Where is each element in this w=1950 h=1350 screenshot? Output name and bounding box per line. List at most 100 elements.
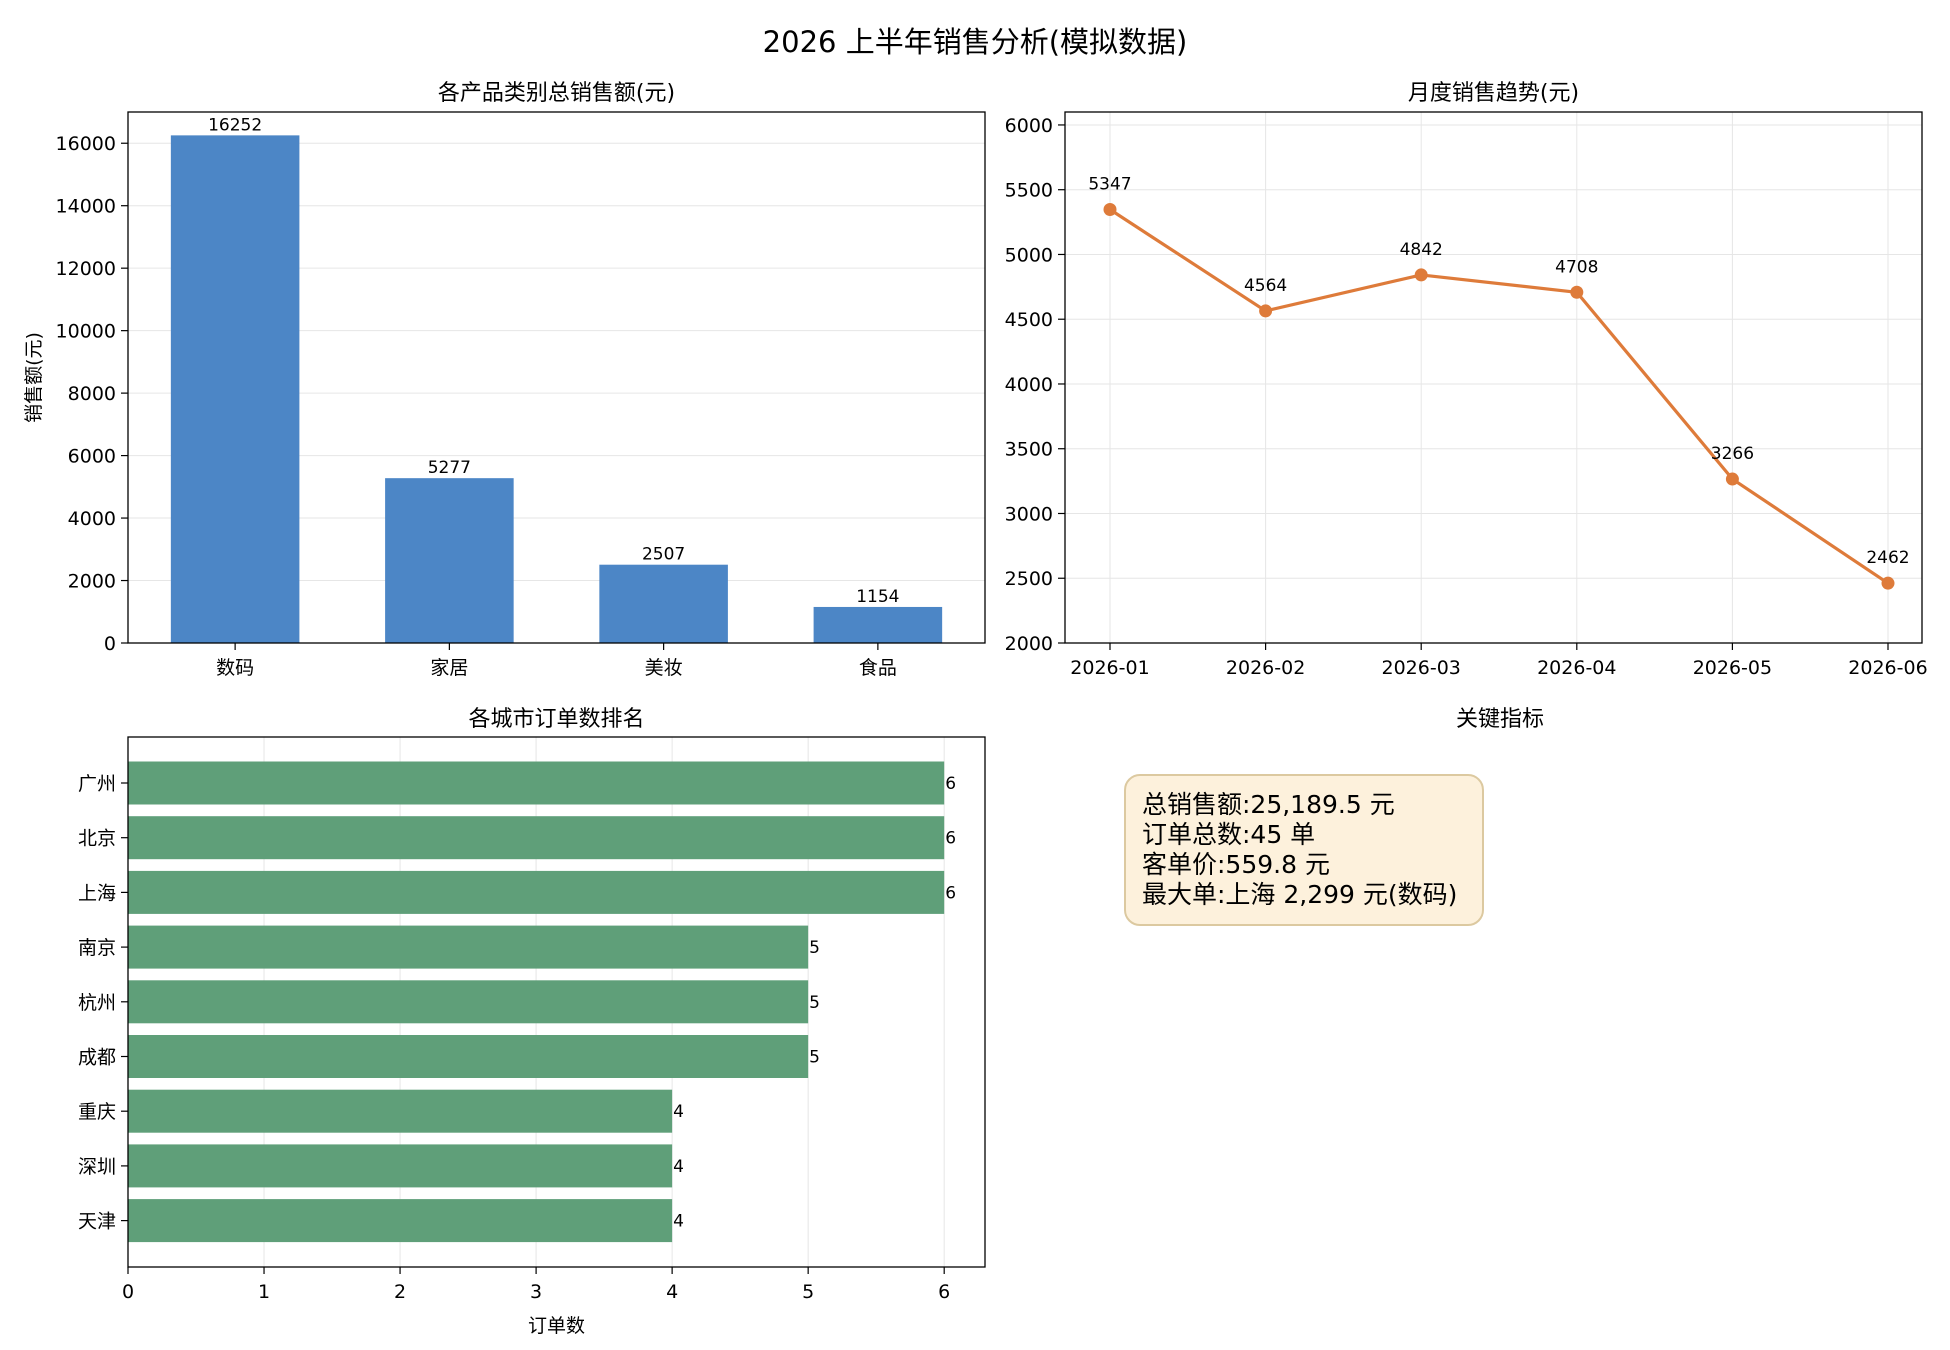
bar-value-label: 4 (673, 1157, 684, 1177)
kpi-title: 关键指标 (1456, 707, 1544, 732)
bar-value-label: 5277 (428, 458, 471, 478)
y-tick-label: 14000 (56, 196, 116, 218)
bar-value-label: 4 (673, 1212, 684, 1232)
y-tick-label: 3000 (1005, 503, 1053, 525)
bar (599, 564, 728, 643)
hbar (128, 1199, 673, 1243)
hbar (128, 761, 945, 805)
kpi-order-count: 订单总数:45 单 (1142, 820, 1316, 849)
bar-value-label: 6 (945, 774, 956, 794)
chart-title: 各产品类别总销售额(元) (438, 81, 675, 106)
point-value-label: 4708 (1555, 257, 1598, 277)
bar-value-label: 5 (809, 1048, 820, 1068)
hbar (128, 816, 945, 860)
x-tick-label: 6 (938, 1281, 950, 1303)
x-axis-label: 订单数 (528, 1315, 585, 1337)
chart-title: 各城市订单数排名 (468, 707, 644, 732)
bar (170, 135, 300, 643)
series-line (1109, 208, 1889, 585)
hbar (128, 925, 809, 969)
bar (385, 478, 514, 643)
data-point (1259, 304, 1273, 318)
y-tick-label: 杭州 (78, 992, 116, 1014)
kpi-max-order: 最大单:上海 2,299 元(数码) (1142, 880, 1458, 909)
kpi-box: 总销售额:25,189.5 元 订单总数:45 单 客单价:559.8 元 最大… (1124, 774, 1484, 926)
x-tick-label: 2 (394, 1281, 406, 1303)
x-tick-label: 4 (666, 1281, 678, 1303)
bar-value-label: 5 (809, 993, 820, 1013)
category-sales-bar-chart: 各产品类别总销售额(元) 0 2000 4000 6000 8000 10000 12000 1… (23, 81, 986, 679)
x-tick-label: 数码 (216, 657, 254, 679)
data-point (1725, 472, 1739, 486)
x-tick-label: 美妆 (645, 657, 683, 679)
monthly-trend-line-chart: 月度销售趋势(元) 2000 2500 3000 3500 4000 4500 5000 550… (1005, 81, 1928, 679)
y-tick-label: 6000 (1005, 115, 1053, 137)
y-tick-label: 重庆 (78, 1101, 116, 1123)
bar (813, 606, 943, 643)
point-value-label: 4842 (1400, 240, 1443, 260)
data-point (1570, 285, 1584, 299)
y-tick-label: 成都 (78, 1047, 116, 1069)
y-tick-label: 4000 (68, 508, 116, 530)
bar-value-label: 6 (945, 829, 956, 849)
y-tick-label: 10000 (56, 321, 116, 343)
x-tick-label: 家居 (430, 657, 468, 679)
y-tick-label: 南京 (78, 937, 116, 959)
point-value-label: 3266 (1711, 444, 1754, 464)
y-tick-label: 深圳 (78, 1156, 116, 1178)
bar-value-label: 1154 (856, 587, 899, 607)
bar-value-label: 2507 (642, 545, 685, 565)
y-tick-label: 8000 (68, 383, 116, 405)
y-tick-label: 4500 (1005, 309, 1053, 331)
plot-frame (127, 736, 986, 1268)
y-tick-label: 2000 (68, 571, 116, 593)
bar-value-label: 16252 (208, 115, 262, 135)
point-value-label: 2462 (1866, 548, 1909, 568)
kpi-total-sales: 总销售额:25,189.5 元 (1142, 790, 1395, 819)
x-tick-label: 0 (122, 1281, 134, 1303)
hbar (128, 870, 945, 914)
x-tick-label: 2026-02 (1226, 657, 1305, 679)
point-value-label: 5347 (1088, 175, 1131, 195)
chart-title: 月度销售趋势(元) (1408, 81, 1579, 106)
point-value-label: 4564 (1244, 276, 1287, 296)
hbar (128, 1035, 809, 1078)
y-tick-label: 5000 (1005, 244, 1053, 266)
y-axis-label: 销售额(元) (23, 332, 45, 423)
y-tick-label: 上海 (78, 882, 116, 904)
x-tick-label: 1 (258, 1281, 270, 1303)
hbar (128, 1089, 673, 1133)
y-tick-label: 6000 (68, 446, 116, 468)
x-tick-label: 2026-05 (1693, 657, 1772, 679)
x-tick-label: 2026-06 (1848, 657, 1927, 679)
y-tick-label: 0 (104, 633, 116, 655)
y-tick-label: 广州 (78, 773, 116, 795)
y-tick-label: 天津 (78, 1211, 116, 1233)
bar-value-label: 6 (945, 883, 956, 903)
y-tick-label: 4000 (1005, 374, 1053, 396)
data-point (1103, 203, 1117, 217)
y-tick-label: 3500 (1005, 439, 1053, 461)
plot-frame (127, 111, 986, 644)
kpi-avg-order: 客单价:559.8 元 (1142, 850, 1330, 879)
y-tick-label: 5500 (1005, 180, 1053, 202)
data-point (1881, 576, 1895, 590)
bar-value-label: 4 (673, 1102, 684, 1122)
y-tick-label: 2000 (1005, 633, 1053, 655)
x-tick-label: 2026-01 (1070, 657, 1149, 679)
y-tick-label: 12000 (56, 258, 116, 280)
bar-value-label: 5 (809, 938, 820, 958)
y-tick-label: 2500 (1005, 568, 1053, 590)
y-tick-label: 16000 (56, 133, 116, 155)
hbar (128, 980, 809, 1024)
data-point (1414, 268, 1428, 282)
figure-title: 2026 上半年销售分析(模拟数据) (763, 25, 1188, 59)
city-orders-hbar-chart: 各城市订单数排名 0 1 2 3 4 5 6 6 广州 6 北京 6 上海 5 南京 5 杭州 5 成都 4 重庆 4 深圳 4… (78, 707, 986, 1337)
x-tick-label: 5 (802, 1281, 814, 1303)
x-tick-label: 2026-03 (1382, 657, 1461, 679)
hbar (128, 1144, 673, 1188)
plot-frame (1064, 111, 1923, 644)
x-tick-label: 食品 (859, 657, 897, 679)
y-tick-label: 北京 (78, 828, 116, 850)
